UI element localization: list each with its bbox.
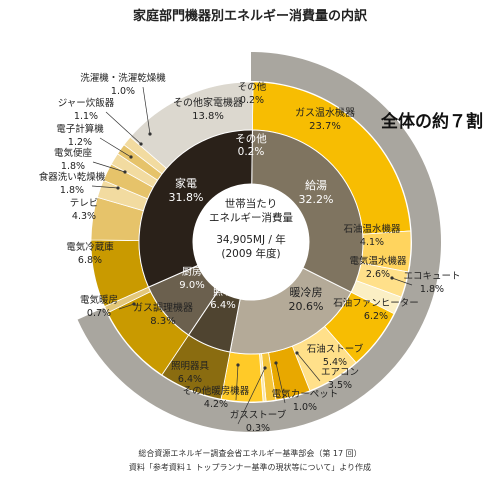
leader-line-16 [91, 185, 119, 189]
outer-label-10-value: 4.2% [204, 399, 228, 410]
outer-label-8-name: 電気カーペット [272, 388, 339, 400]
outer-label-4-value: 1.8% [420, 284, 444, 295]
outer-label-5-name: 石油ファンヒーター [333, 297, 419, 309]
leader-dot-18 [129, 155, 133, 159]
center-hole [193, 184, 309, 300]
outer-label-20-value: 1.0% [111, 86, 135, 97]
inner-label-0-name: その他 [235, 132, 267, 145]
leader-line-18 [99, 137, 132, 158]
outer-label-17-name: 電気便座 [54, 147, 93, 159]
inner-label-1-name: 給湯 [305, 178, 327, 192]
leader-line-8 [275, 362, 286, 404]
chart-title: 家庭部門機器別エネルギー消費量の内訳 [133, 8, 368, 24]
outer-label-20-name: 洗濯機・洗濯乾燥機 [80, 72, 166, 84]
outer-label-7-value: 3.5% [328, 380, 352, 391]
center-line-4: (2009 年度) [221, 247, 280, 260]
center-line-2: エネルギー消費量 [209, 211, 293, 224]
outer-label-9-value: 0.3% [246, 423, 270, 434]
source-line-2: 資料「参考資料１ トップランナー基準の現状等について」より作成 [129, 462, 371, 472]
inner-label-0-value: 0.2% [238, 146, 265, 158]
callout-text: 全体の約７割 [380, 111, 483, 132]
outer-label-19-value: 1.1% [74, 111, 98, 122]
outer-label-3-name: 電気温水機器 [349, 255, 407, 267]
inner-label-3-value: 6.4% [210, 300, 235, 311]
inner-label-5-value: 31.8% [169, 191, 204, 204]
outer-label-13-name: 電気暖房 [80, 294, 118, 306]
leader-dot-16 [116, 186, 120, 190]
leader-line-7 [296, 352, 321, 382]
source-line-1: 総合資源エネルギー調査会省エネルギー基準部会（第 17 回） [138, 448, 361, 458]
leader-dot-17 [123, 170, 127, 174]
label-layer: その他0.2%給湯32.2%暖冷房20.6%照明6.4%厨房9.0%家電31.8… [39, 72, 461, 434]
outer-label-13-value: 0.7% [87, 308, 111, 319]
outer-label-6-name: 石油ストーブ [307, 343, 364, 355]
leader-line-9 [237, 367, 266, 425]
outer-label-12-value: 8.3% [150, 316, 175, 327]
outer-label-21-name: その他家電機器 [173, 96, 243, 109]
leader-dot-8 [274, 361, 278, 365]
outer-label-14-value: 6.8% [78, 255, 102, 266]
outer-label-6-value: 5.4% [323, 357, 347, 368]
inner-label-4-name: 厨房 [182, 265, 202, 278]
leader-line-17 [92, 161, 126, 173]
outer-label-14-name: 電気冷蔵庫 [66, 241, 114, 253]
leader-dot-13 [132, 302, 136, 306]
leader-line-layer [91, 86, 413, 425]
outer-label-21-value: 13.8% [192, 111, 224, 122]
outer-label-12-name: ガス調理機器 [133, 301, 193, 314]
outer-label-2-name: 石油温水機器 [343, 223, 401, 235]
outer-label-16-value: 1.8% [60, 185, 84, 196]
leader-dot-19 [139, 142, 143, 146]
outer-label-0-name: その他 [238, 81, 267, 93]
outer-label-15-name: テレビ [70, 198, 99, 209]
inner-label-4-value: 9.0% [179, 280, 204, 291]
outer-label-7-name: エアコン [321, 367, 359, 378]
outer-label-8-value: 1.0% [293, 402, 317, 413]
leader-line-4 [391, 277, 413, 286]
outer-label-5-value: 6.2% [364, 311, 388, 322]
leader-dot-10 [236, 363, 240, 367]
leader-line-13 [118, 303, 135, 310]
center-line-1: 世帯当たり [225, 197, 278, 210]
outer-label-18-value: 1.2% [68, 137, 92, 148]
outer-label-0-value: 0.2% [240, 95, 264, 106]
inner-label-2-name: 暖冷房 [290, 286, 323, 299]
outer-label-18-name: 電子計算機 [56, 123, 104, 135]
leader-dot-9 [263, 366, 267, 370]
outer-label-2-value: 4.1% [360, 237, 384, 248]
leader-dot-20 [148, 132, 152, 136]
inner-label-2-value: 20.6% [289, 300, 324, 313]
inner-label-5-name: 家電 [175, 176, 197, 190]
outer-label-9-name: ガスストーブ [230, 409, 287, 421]
outer-label-4-name: エコキュート [403, 271, 460, 282]
leader-line-20 [142, 86, 151, 135]
outer-label-19-name: ジャー炊飯器 [58, 97, 115, 109]
outer-label-11-value: 6.4% [178, 374, 202, 385]
outer-label-16-name: 食器洗い乾燥機 [39, 171, 106, 183]
outer-label-1-name: ガス温水機器 [295, 106, 355, 119]
inner-ring-layer [138, 129, 364, 355]
outer-label-1-value: 23.7% [309, 121, 341, 132]
leader-line-10 [235, 364, 239, 401]
outer-label-3-value: 2.6% [366, 269, 390, 280]
inner-label-1-value: 32.2% [299, 193, 334, 206]
center-line-3: 34,905MJ / 年 [216, 233, 286, 246]
outer-ring-layer [90, 81, 412, 403]
outer-label-15-value: 4.3% [72, 211, 96, 222]
leader-dot-4 [390, 276, 394, 280]
leader-line-19 [105, 111, 142, 145]
outer-label-11-name: 照明器具 [171, 361, 210, 372]
outer-label-10-name: その他暖房機器 [183, 385, 250, 397]
outer-label-17-value: 1.8% [61, 161, 85, 172]
leader-dot-7 [295, 351, 299, 355]
